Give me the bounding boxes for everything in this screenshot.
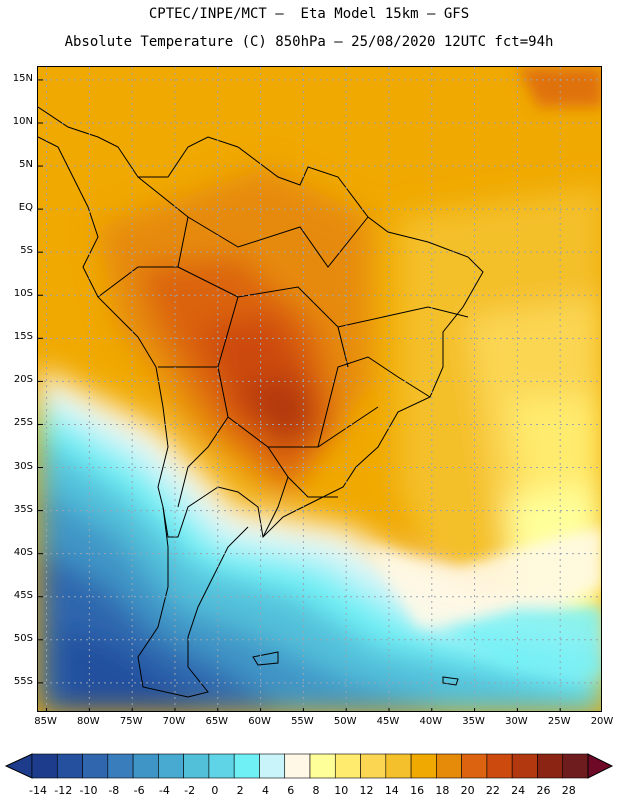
colorbar-swatch: [537, 753, 564, 779]
coastlines: [38, 106, 484, 698]
longitude-label: 85W: [34, 716, 57, 727]
longitude-label: 45W: [376, 716, 400, 727]
colorbar-swatch: [410, 753, 437, 779]
map-title-line-2: Absolute Temperature (C) 850hPa – 25/08/…: [64, 34, 554, 50]
colorbar-swatch: [132, 753, 159, 779]
colorbar-tick-label: 14: [384, 784, 399, 797]
colorbar-tick-label: 6: [287, 784, 295, 797]
longitude-label: 35W: [462, 716, 485, 727]
latitude-label: 55S: [13, 675, 33, 687]
colorbar-swatch: [436, 753, 462, 779]
colorbar-low-arrow: [4, 753, 33, 779]
colorbar-swatch: [233, 753, 260, 779]
longitude-label: 30W: [505, 716, 528, 727]
colorbar-high-arrow: [587, 753, 614, 779]
longitude-label: 60W: [248, 716, 271, 727]
longitude-label: 80W: [77, 716, 100, 727]
colorbar-swatch: [385, 753, 412, 779]
colorbar-tick-label: -2: [184, 784, 196, 797]
map-canvas: [38, 67, 601, 711]
colorbar-tick-label: 4: [261, 784, 269, 797]
colorbar-tick-label: 20: [460, 784, 475, 797]
latitude-label: 5N: [19, 159, 33, 171]
latitude-label: 40S: [13, 546, 33, 558]
colorbar-swatch: [360, 753, 387, 779]
longitude-label: 65W: [205, 716, 229, 727]
colorbar-tick-label: 12: [359, 784, 374, 797]
colorbar-tick-label: -4: [158, 784, 170, 797]
latitude-label: 20S: [13, 374, 33, 386]
colorbar-swatch: [511, 753, 538, 779]
latitude-label: 35S: [13, 503, 33, 515]
graticule: [38, 67, 601, 711]
latitude-label: 45S: [13, 589, 33, 601]
colorbar-tick-label: 16: [410, 784, 425, 797]
colorbar-tick-label: 28: [561, 784, 576, 797]
latitude-label: EQ: [18, 202, 33, 214]
longitude-label: 40W: [419, 716, 443, 727]
colorbar-tick-label: -6: [133, 784, 145, 797]
colorbar-swatch: [259, 753, 286, 779]
longitude-label: 55W: [291, 716, 314, 727]
latitude-label: 10S: [13, 288, 33, 300]
colorbar-swatch: [107, 753, 134, 779]
colorbar-tick-label: 22: [485, 784, 500, 797]
colorbar-tick-label: -12: [54, 784, 73, 797]
latitude-label: 15S: [13, 331, 33, 343]
colorbar-tick-label: 26: [536, 784, 551, 797]
axis-ticks: [38, 79, 561, 711]
latitude-label: 50S: [13, 632, 33, 644]
colorbar-swatch: [208, 753, 235, 779]
colorbar-tick-label: 0: [211, 784, 219, 797]
colorbar-swatch: [334, 753, 361, 779]
longitude-label: 70W: [162, 716, 186, 727]
colorbar-swatch: [56, 753, 83, 779]
map-title-line-1: CPTEC/INPE/MCT – Eta Model 15km – GFS: [148, 6, 470, 22]
colorbar-tick-label: -10: [79, 784, 98, 797]
colorbar-swatch: [158, 753, 184, 779]
colorbar-swatch: [309, 753, 336, 779]
colorbar-tick-label: -8: [108, 784, 120, 797]
colorbar-swatch: [82, 753, 109, 779]
longitude-label: 50W: [333, 716, 357, 727]
colorbar-tick-label: -14: [29, 784, 47, 797]
longitude-label: 20W: [590, 716, 614, 727]
longitude-label: 25W: [547, 716, 571, 727]
colorbar-tick-label: 2: [236, 784, 244, 797]
latitude-label: 10N: [12, 115, 33, 127]
colorbar-tick-label: 10: [334, 784, 349, 797]
latitude-label: 5S: [20, 245, 33, 257]
colorbar-swatch: [284, 753, 311, 779]
latitude-label: 25S: [13, 417, 33, 429]
colorbar-tick-label: 18: [435, 784, 450, 797]
colorbar-swatch: [486, 753, 513, 779]
colorbar-swatch: [461, 753, 488, 779]
longitude-label: 75W: [119, 716, 143, 727]
colorbar-swatch: [562, 753, 589, 779]
colorbar-swatch: [183, 753, 210, 779]
colorbar-tick-label: 24: [511, 784, 526, 797]
temperature-colorbar: [4, 753, 614, 779]
colorbar-swatch: [31, 753, 58, 779]
latitude-label: 15N: [12, 72, 33, 84]
temperature-map: [37, 66, 602, 712]
colorbar-tick-label: 8: [312, 784, 320, 797]
latitude-label: 30S: [13, 460, 33, 472]
